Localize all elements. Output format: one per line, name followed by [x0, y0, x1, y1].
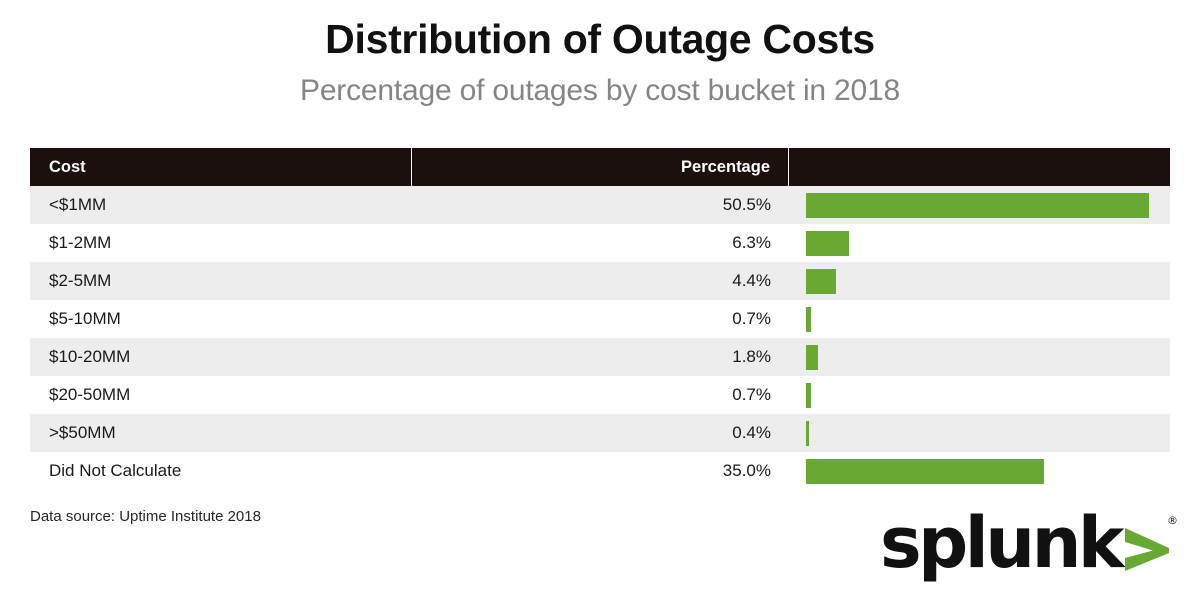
splunk-wordmark: splunk — [880, 502, 1125, 584]
cell-cost: <$1MM — [49, 195, 107, 214]
cell-percentage: 50.5% — [722, 195, 771, 214]
cell-percentage: 1.8% — [732, 347, 771, 366]
bar — [806, 306, 811, 332]
page-title: Distribution of Outage Costs — [325, 16, 875, 62]
cell-bar — [789, 414, 1170, 452]
table-row: $1-2MM 6.3% — [30, 224, 1170, 262]
table-row: >$50MM 0.4% — [30, 414, 1170, 452]
bar — [806, 268, 836, 294]
table-row: Did Not Calculate 35.0% — [30, 452, 1170, 490]
outage-cost-table: Cost Percentage <$1MM 50.5% $1-2MM 6.3% $2-5… — [30, 148, 1170, 490]
title-block: Distribution of Outage Costs Percentage … — [0, 0, 1200, 109]
splunk-logo: splunk ® — [880, 508, 1178, 580]
table-row: $5-10MM 0.7% — [30, 300, 1170, 338]
column-header-cost: Cost — [30, 148, 412, 186]
table-body: <$1MM 50.5% $1-2MM 6.3% $2-5MM 4.4% $5-10MM 0.7… — [30, 186, 1170, 490]
cell-cost: $2-5MM — [49, 271, 112, 290]
cell-bar — [789, 224, 1170, 262]
cell-percentage: 35.0% — [722, 461, 771, 480]
table-header-row: Cost Percentage — [30, 148, 1170, 186]
cell-cost: $5-10MM — [49, 309, 121, 328]
cell-percentage: 0.4% — [732, 423, 771, 442]
cell-cost: $20-50MM — [49, 385, 131, 404]
bar — [806, 458, 1044, 484]
cell-percentage: 0.7% — [732, 309, 771, 328]
cell-bar — [789, 262, 1170, 300]
table-row: $2-5MM 4.4% — [30, 262, 1170, 300]
bar — [806, 420, 809, 446]
cell-percentage: 4.4% — [732, 271, 771, 290]
cell-percentage: 6.3% — [732, 233, 771, 252]
data-source-note: Data source: Uptime Institute 2018 — [30, 508, 261, 525]
cell-bar — [789, 452, 1170, 490]
bar — [806, 344, 819, 370]
column-header-bars — [789, 148, 1170, 186]
bar — [806, 192, 1149, 218]
column-header-percentage: Percentage — [412, 148, 789, 186]
page-subtitle: Percentage of outages by cost bucket in … — [300, 74, 900, 108]
cell-cost: $1-2MM — [49, 233, 112, 252]
table-row: $10-20MM 1.8% — [30, 338, 1170, 376]
cell-bar — [789, 376, 1170, 414]
table-row: $20-50MM 0.7% — [30, 376, 1170, 414]
cell-cost: $10-20MM — [49, 347, 131, 366]
table-row: <$1MM 50.5% — [30, 186, 1170, 224]
bar — [806, 230, 849, 256]
cell-cost: Did Not Calculate — [49, 461, 182, 480]
cell-bar — [789, 186, 1170, 224]
bar — [806, 382, 811, 408]
chevron-right-icon — [1123, 508, 1171, 578]
cell-bar — [789, 300, 1170, 338]
cell-percentage: 0.7% — [732, 385, 771, 404]
cell-cost: >$50MM — [49, 423, 116, 442]
registered-trademark-icon: ® — [1167, 514, 1178, 527]
cell-bar — [789, 338, 1170, 376]
